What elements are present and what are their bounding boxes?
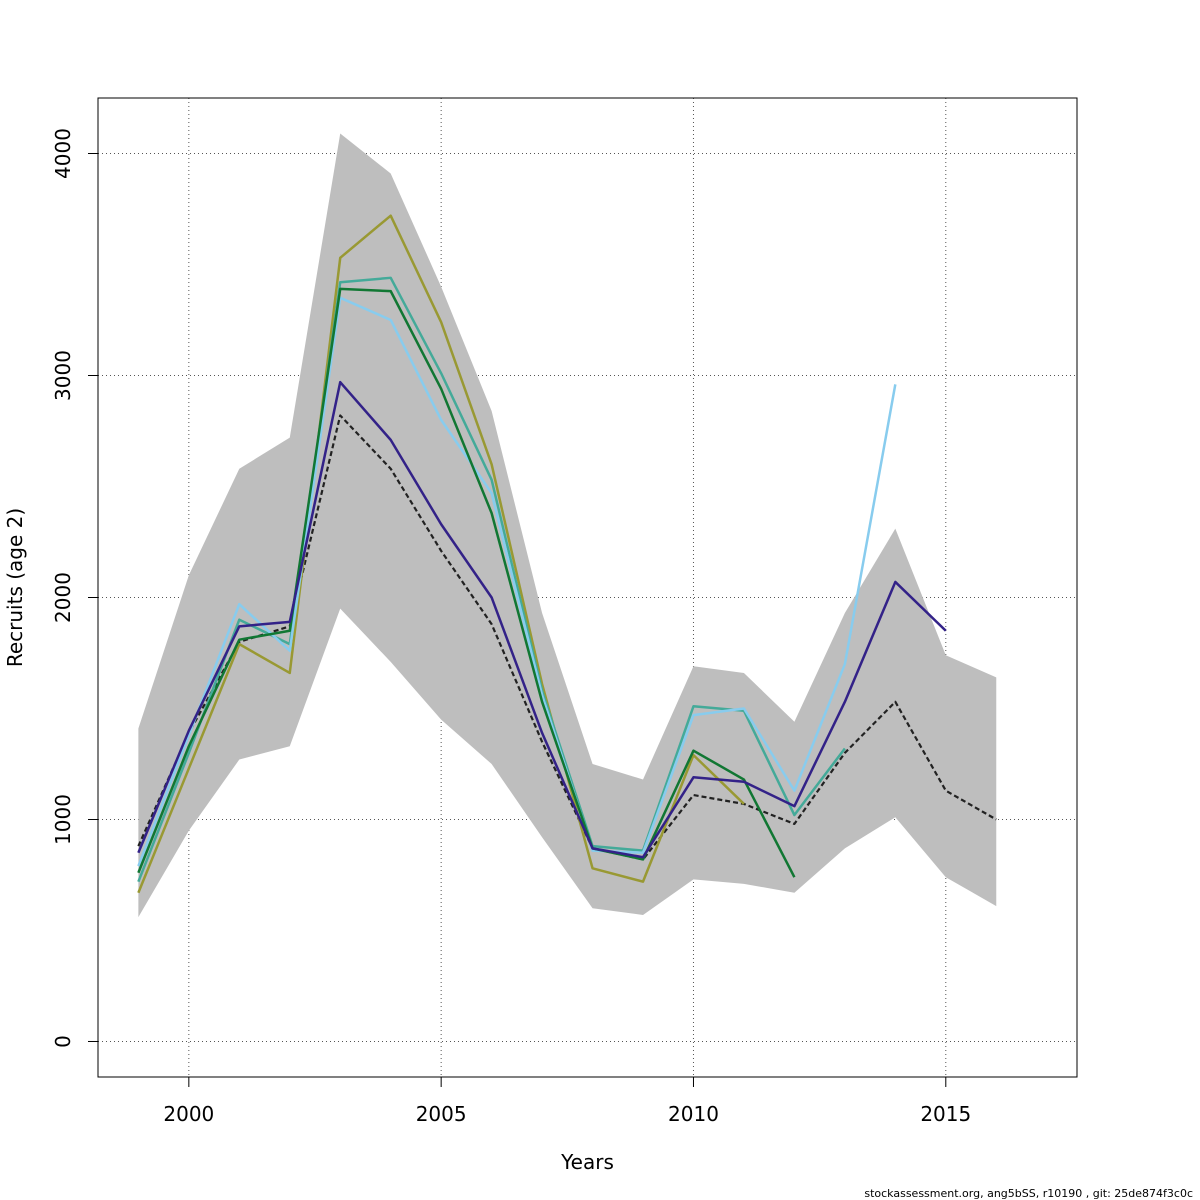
x-axis-title: Years [560, 1150, 614, 1174]
y-axis-title: Recruits (age 2) [3, 508, 27, 667]
x-tick-label: 2015 [920, 1102, 971, 1126]
y-tick-label: 4000 [51, 128, 75, 179]
footer-note: stockassessment.org, ang5bSS, r10190 , g… [864, 1187, 1193, 1200]
plot-frame [97, 97, 1078, 1078]
series-line-3 [137, 296, 897, 867]
x-tick-label: 2005 [416, 1102, 467, 1126]
y-tick-label: 3000 [51, 350, 75, 401]
y-tick-label: 1000 [51, 794, 75, 845]
series-line-2 [137, 276, 846, 883]
series-line-1 [137, 214, 745, 894]
x-tick-label: 2000 [163, 1102, 214, 1126]
confidence-band [138, 133, 997, 918]
y-axis-ticks: 0 1000 2000 3000 4000 [51, 128, 98, 1048]
series-line-4 [137, 287, 796, 878]
series-lines [137, 214, 997, 894]
x-axis-ticks: 2000 2005 2010 2015 [163, 1077, 971, 1126]
x-tick-label: 2010 [668, 1102, 719, 1126]
series-line-5 [137, 380, 947, 859]
confidence-band-area [138, 133, 997, 918]
y-tick-label: 2000 [51, 572, 75, 623]
y-tick-label: 0 [51, 1035, 75, 1048]
series-line-0 [137, 414, 997, 861]
